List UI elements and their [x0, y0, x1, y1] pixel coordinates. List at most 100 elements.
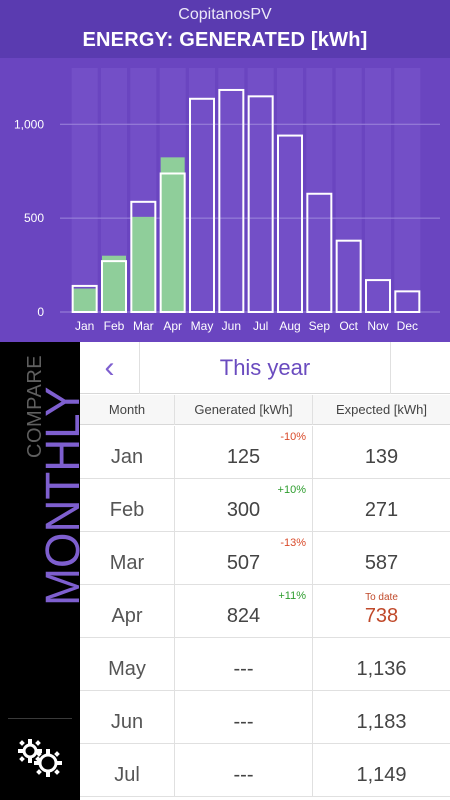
expected-bar — [159, 172, 186, 313]
expected-value: 1,136 — [356, 658, 407, 680]
column-band — [71, 68, 98, 312]
generated-value: 125 — [226, 446, 261, 468]
table-row[interactable]: Jul --- 1,149 — [80, 744, 450, 797]
expected-cell: 271 — [312, 479, 450, 532]
y-tick-label: 1,000 — [14, 117, 44, 131]
expected-cell: To date 738 — [312, 585, 450, 638]
x-tick-label: Apr — [163, 319, 182, 333]
expected-bar — [71, 284, 98, 313]
expected-bar — [101, 260, 127, 314]
expected-bar — [189, 97, 215, 313]
generated-value: --- — [233, 658, 254, 680]
app-title: CopitanosPV — [178, 6, 272, 23]
x-tick-label: May — [191, 319, 214, 333]
header-generated: Generated [kWh] — [174, 395, 312, 425]
x-tick-label: Nov — [367, 319, 388, 333]
x-tick-label: Sep — [309, 319, 331, 333]
x-tick-label: Jul — [253, 319, 268, 333]
expected-bar — [277, 134, 303, 313]
screen-title: ENERGY: GENERATED [kWh] — [82, 29, 368, 51]
month-cell: Jun — [110, 711, 144, 733]
expected-bar — [365, 279, 391, 313]
table-row[interactable]: Feb 300 +10% 271 — [80, 479, 450, 532]
header-month: Month — [108, 402, 146, 417]
period-title[interactable]: This year — [219, 355, 311, 380]
y-tick-label: 0 — [37, 305, 44, 319]
generated-cell: 300 +10% — [174, 479, 312, 532]
header: CopitanosPV ENERGY: GENERATED [kWh] — [0, 0, 450, 58]
table-row[interactable]: May --- 1,136 — [80, 638, 450, 691]
header-expected: Expected [kWh] — [312, 395, 450, 425]
x-tick-label: Jun — [222, 319, 241, 333]
x-tick-label: Oct — [339, 319, 358, 333]
generated-value: --- — [233, 711, 254, 733]
expected-bar — [130, 200, 157, 313]
table-row[interactable]: Jan 125 -10% 139 — [80, 426, 450, 479]
expected-cell: 1,136 — [312, 638, 450, 691]
generated-value: 824 — [226, 605, 261, 627]
generated-value: 507 — [226, 552, 261, 574]
back-button[interactable]: ‹ — [80, 342, 140, 394]
column-band — [394, 68, 421, 312]
generated-cell: 824 +11% — [174, 585, 312, 638]
x-tick-label: Jan — [75, 319, 94, 333]
generated-bar — [160, 157, 185, 312]
chevron-left-icon: ‹ — [104, 351, 115, 384]
month-cell: Feb — [109, 499, 145, 521]
x-tick-label: Aug — [279, 319, 300, 333]
column-band — [189, 68, 215, 312]
table-header: Month Generated [kWh] Expected [kWh] — [80, 395, 450, 425]
x-tick-label: Mar — [133, 319, 154, 333]
month-cell: Apr — [111, 605, 143, 627]
generated-cell: --- — [174, 691, 312, 744]
generated-bar — [72, 288, 97, 312]
expected-value: 1,183 — [356, 711, 407, 733]
column-band — [365, 68, 391, 312]
generated-bar — [102, 255, 126, 312]
forward-button[interactable] — [390, 342, 450, 394]
expected-cell: 1,149 — [312, 744, 450, 797]
month-cell: Jan — [110, 446, 144, 468]
expected-bar — [247, 95, 274, 313]
delta-badge: -13% — [280, 537, 306, 549]
monthly-panel: ‹ This year Month Generated [kWh] Expect… — [80, 342, 450, 800]
gears-icon[interactable] — [14, 736, 66, 780]
column-band — [306, 68, 333, 312]
table-row[interactable]: Jun --- 1,183 — [80, 691, 450, 744]
column-band — [247, 68, 274, 312]
column-band — [277, 68, 303, 312]
expected-value: 1,149 — [356, 764, 407, 786]
to-date-note: To date — [365, 592, 398, 603]
table-row[interactable]: Mar 507 -13% 587 — [80, 532, 450, 585]
table-row[interactable]: Apr 824 +11% To date 738 — [80, 585, 450, 638]
generated-cell: --- — [174, 638, 312, 691]
delta-badge: +10% — [277, 484, 306, 496]
expected-bar — [218, 88, 245, 313]
chart-svg: 0 500 1,000 Jan Feb Mar Apr May Jun Jul Aug Sep Oct N… — [14, 68, 440, 333]
y-tick-label: 500 — [24, 211, 44, 225]
x-tick-label: Feb — [104, 319, 125, 333]
x-tick-label: Dec — [397, 319, 418, 333]
column-band — [335, 68, 362, 312]
expected-value: 738 — [364, 605, 399, 627]
generated-value: --- — [233, 764, 254, 786]
month-cell: Jul — [114, 764, 140, 786]
expected-cell: 139 — [312, 426, 450, 479]
generated-bar — [131, 216, 156, 312]
month-cell: May — [108, 658, 146, 680]
expected-bar — [335, 239, 362, 313]
sidebar-divider — [8, 718, 72, 719]
period-nav: ‹ This year — [80, 342, 450, 394]
delta-badge: +11% — [278, 590, 306, 602]
generated-value: 300 — [226, 499, 261, 521]
expected-value: 587 — [364, 552, 399, 574]
month-cell: Mar — [109, 552, 145, 574]
expected-value: 139 — [364, 446, 399, 468]
expected-cell: 587 — [312, 532, 450, 585]
column-band — [218, 68, 245, 312]
expected-bar — [306, 192, 333, 313]
expected-cell: 1,183 — [312, 691, 450, 744]
generated-cell: 507 -13% — [174, 532, 312, 585]
table-body: Jan 125 -10% 139 Feb 300 +10% 271 Mar 507 -13% 587 A… — [80, 426, 450, 797]
energy-chart: 0 500 1,000 Jan Feb Mar Apr May Jun Jul Aug Sep Oct N… — [0, 58, 450, 342]
